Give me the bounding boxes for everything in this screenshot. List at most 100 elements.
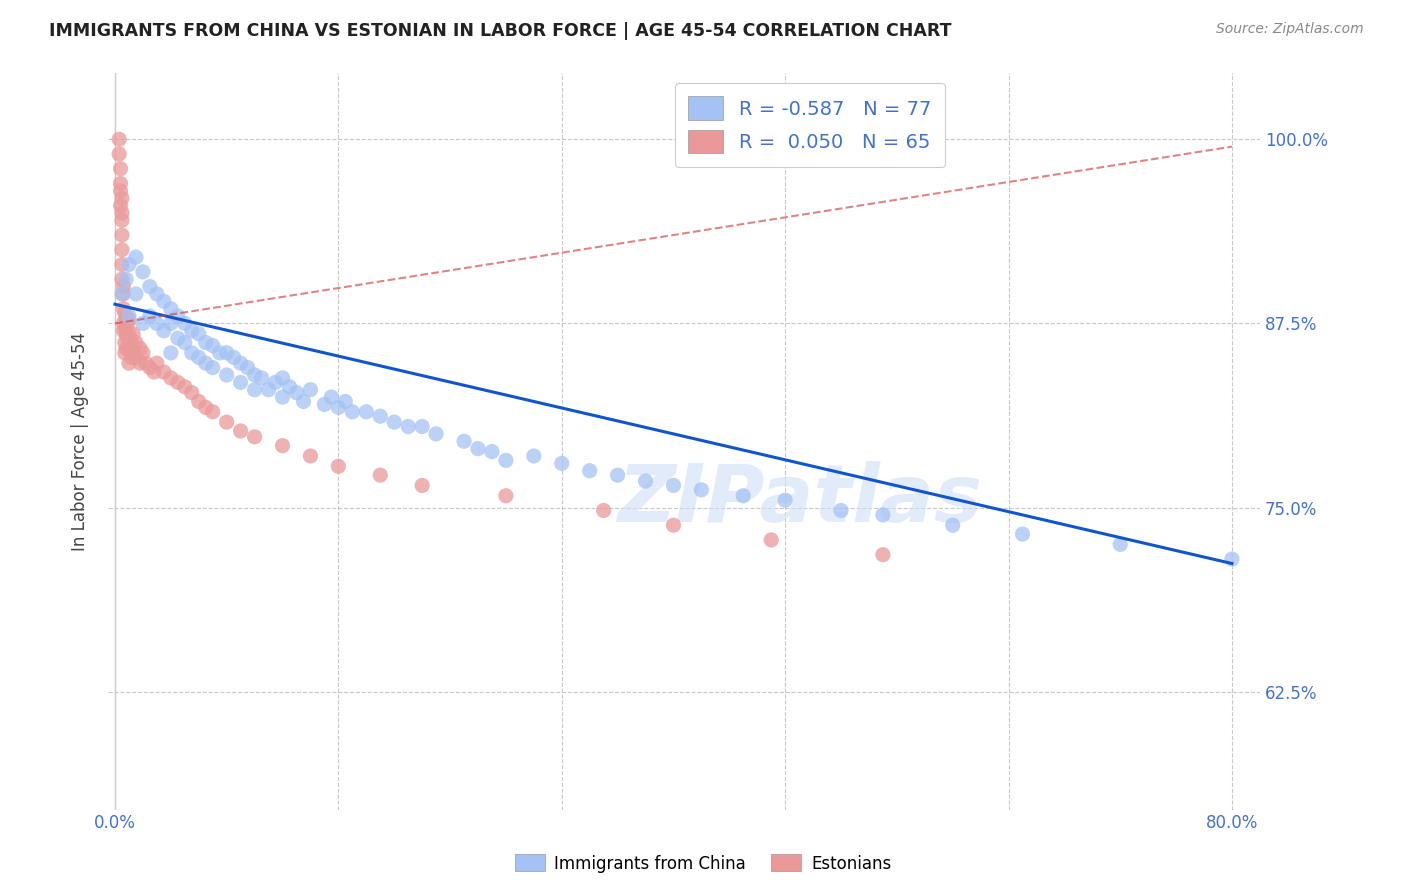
Point bbox=[135, 356, 157, 370]
Point bbox=[118, 356, 141, 370]
Point bbox=[299, 449, 322, 463]
Point bbox=[110, 198, 132, 212]
Point bbox=[187, 326, 209, 341]
Point bbox=[166, 376, 188, 390]
Point bbox=[215, 346, 238, 360]
Point bbox=[592, 503, 614, 517]
Point bbox=[243, 430, 266, 444]
Point bbox=[146, 287, 169, 301]
Point bbox=[153, 365, 176, 379]
Point bbox=[122, 346, 145, 360]
Point bbox=[180, 346, 202, 360]
Point bbox=[112, 301, 135, 316]
Point bbox=[159, 371, 181, 385]
Point bbox=[194, 335, 217, 350]
Point bbox=[108, 132, 131, 146]
Point bbox=[271, 371, 294, 385]
Point bbox=[830, 503, 852, 517]
Point bbox=[634, 474, 657, 488]
Point bbox=[117, 317, 139, 331]
Point bbox=[129, 342, 152, 356]
Point bbox=[139, 279, 162, 293]
Point bbox=[118, 309, 141, 323]
Point bbox=[342, 405, 364, 419]
Point bbox=[115, 272, 138, 286]
Point bbox=[114, 335, 136, 350]
Point bbox=[153, 294, 176, 309]
Point bbox=[285, 385, 308, 400]
Point bbox=[121, 351, 143, 365]
Point bbox=[229, 356, 252, 370]
Point bbox=[125, 250, 148, 264]
Point bbox=[368, 409, 391, 424]
Point bbox=[411, 419, 433, 434]
Point bbox=[114, 321, 136, 335]
Point bbox=[578, 464, 600, 478]
Point bbox=[166, 331, 188, 345]
Point bbox=[187, 394, 209, 409]
Point bbox=[173, 335, 195, 350]
Point bbox=[396, 419, 419, 434]
Point bbox=[321, 390, 343, 404]
Point bbox=[180, 385, 202, 400]
Text: Source: ZipAtlas.com: Source: ZipAtlas.com bbox=[1216, 22, 1364, 37]
Point bbox=[115, 342, 138, 356]
Point bbox=[132, 317, 155, 331]
Point bbox=[129, 356, 152, 370]
Point bbox=[111, 287, 134, 301]
Point bbox=[111, 206, 134, 220]
Point bbox=[146, 356, 169, 370]
Point bbox=[139, 360, 162, 375]
Point bbox=[271, 439, 294, 453]
Point bbox=[243, 383, 266, 397]
Point bbox=[159, 346, 181, 360]
Point bbox=[110, 184, 132, 198]
Point bbox=[115, 312, 138, 326]
Point bbox=[114, 306, 136, 320]
Point bbox=[872, 548, 894, 562]
Point bbox=[121, 335, 143, 350]
Point bbox=[118, 326, 141, 341]
Point bbox=[180, 324, 202, 338]
Point bbox=[690, 483, 713, 497]
Point bbox=[467, 442, 489, 456]
Point bbox=[425, 426, 447, 441]
Point bbox=[118, 312, 141, 326]
Legend: R = -0.587   N = 77, R =  0.050   N = 65: R = -0.587 N = 77, R = 0.050 N = 65 bbox=[675, 83, 945, 167]
Point bbox=[229, 376, 252, 390]
Point bbox=[111, 227, 134, 242]
Point bbox=[314, 397, 336, 411]
Point bbox=[118, 258, 141, 272]
Point bbox=[159, 301, 181, 316]
Point bbox=[201, 405, 224, 419]
Point bbox=[278, 380, 301, 394]
Point bbox=[111, 272, 134, 286]
Point bbox=[773, 493, 796, 508]
Legend: Immigrants from China, Estonians: Immigrants from China, Estonians bbox=[508, 847, 898, 880]
Point bbox=[159, 317, 181, 331]
Point bbox=[132, 265, 155, 279]
Point bbox=[132, 346, 155, 360]
Point bbox=[108, 147, 131, 161]
Point bbox=[495, 453, 517, 467]
Point bbox=[146, 317, 169, 331]
Point bbox=[1011, 527, 1033, 541]
Point bbox=[112, 279, 135, 293]
Point bbox=[453, 434, 475, 449]
Point bbox=[122, 326, 145, 341]
Point bbox=[942, 518, 965, 533]
Point bbox=[111, 258, 134, 272]
Point bbox=[125, 335, 148, 350]
Point bbox=[733, 489, 755, 503]
Point bbox=[243, 368, 266, 382]
Point bbox=[662, 478, 685, 492]
Point bbox=[112, 287, 135, 301]
Point bbox=[194, 356, 217, 370]
Point bbox=[495, 489, 517, 503]
Point bbox=[125, 287, 148, 301]
Point bbox=[271, 390, 294, 404]
Point bbox=[222, 351, 245, 365]
Point bbox=[187, 351, 209, 365]
Point bbox=[606, 468, 628, 483]
Point bbox=[1220, 552, 1243, 566]
